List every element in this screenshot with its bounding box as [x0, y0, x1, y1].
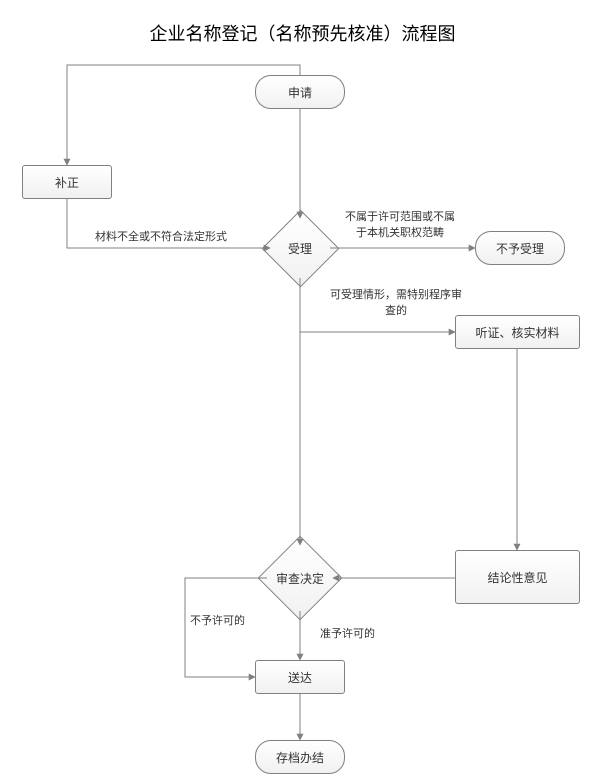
node-tingzheng: 听证、核实材料	[455, 315, 580, 349]
node-apply: 申请	[255, 75, 345, 109]
edge-label-8: 准予许可的	[320, 625, 375, 641]
node-shouli-label: 受理	[288, 240, 312, 257]
node-shencha-label: 审查决定	[276, 570, 324, 587]
node-shencha: 审查决定	[270, 548, 330, 608]
node-songda-label: 送达	[288, 669, 312, 686]
node-noaccept: 不予受理	[475, 231, 565, 265]
node-shouli: 受理	[273, 221, 328, 276]
node-jielun-label: 结论性意见	[487, 569, 547, 586]
node-cundang: 存档办结	[255, 740, 345, 774]
node-tingzheng-label: 听证、核实材料	[475, 324, 559, 341]
node-jielun: 结论性意见	[455, 550, 580, 604]
flowchart-canvas: 企业名称登记（名称预先核准）流程图 申请 补正 受理 不予受理 听证、核实材料 …	[0, 0, 605, 776]
edge-label-4: 可受理情形，需特别程序审 查的	[330, 286, 462, 318]
node-noaccept-label: 不予受理	[496, 240, 544, 257]
page-title: 企业名称登记（名称预先核准）流程图	[0, 20, 605, 46]
node-cundang-label: 存档办结	[276, 749, 324, 766]
node-songda: 送达	[255, 660, 345, 694]
edge-label-3: 不属于许可范围或不属 于本机关职权范畴	[345, 208, 455, 240]
node-buzheng-label: 补正	[55, 174, 79, 191]
edge-label-2: 材料不全或不符合法定形式	[95, 228, 227, 244]
node-buzheng: 补正	[22, 165, 112, 199]
node-apply-label: 申请	[288, 84, 312, 101]
edge-label-9: 不予许可的	[190, 612, 245, 628]
